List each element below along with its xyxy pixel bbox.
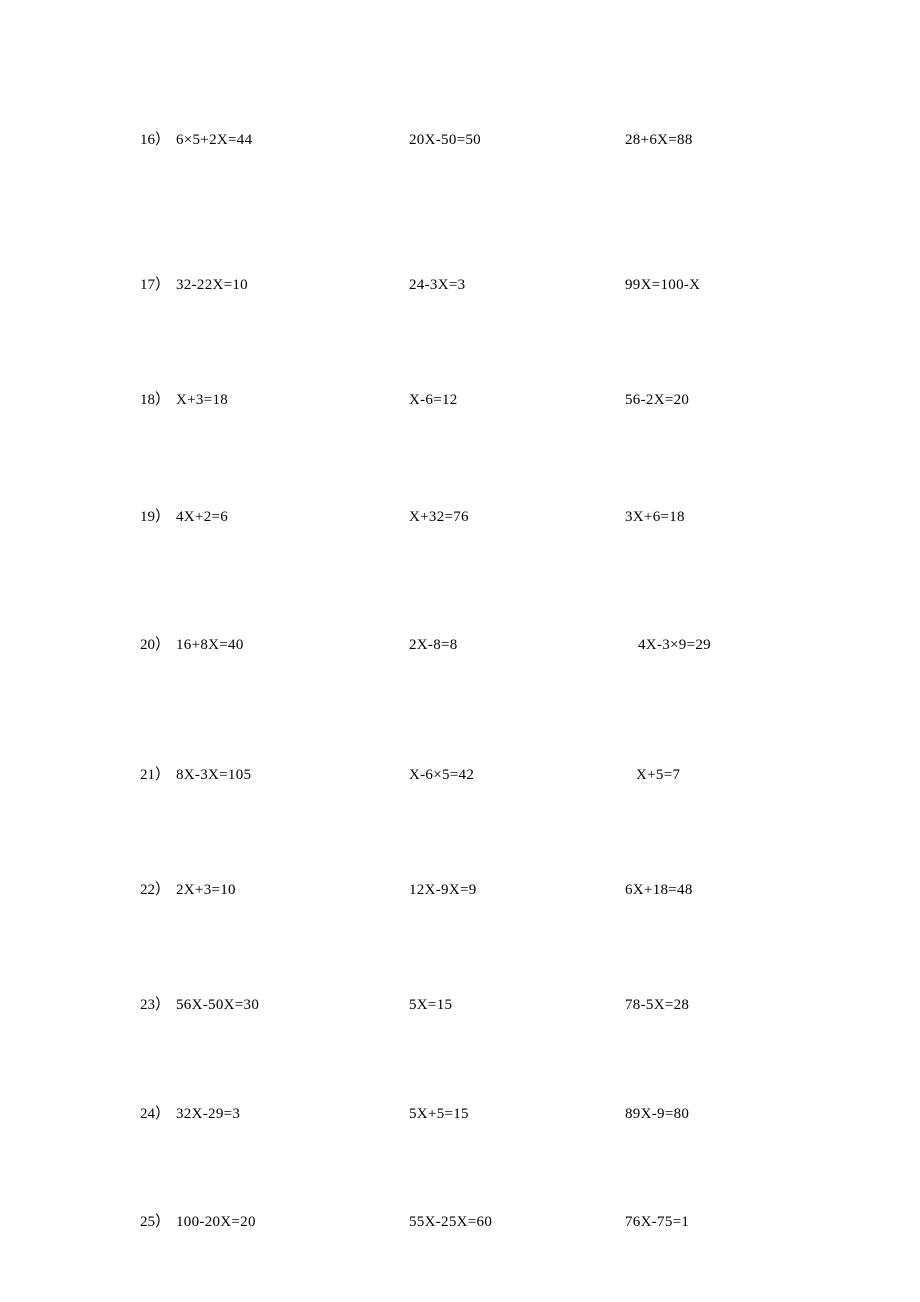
problem-row: 18） X+3=18 X-6=12 56-2X=20: [140, 388, 920, 505]
problem-number: 24）: [140, 1102, 176, 1123]
problem-number: 19）: [140, 505, 176, 526]
equation: 6X+18=48: [625, 882, 693, 899]
equation: X-6=12: [409, 392, 625, 409]
equation: X+5=7: [625, 767, 680, 784]
problem-row: 20） 16+8X=40 2X-8=8 4X-3×9=29: [140, 633, 920, 763]
problem-row: 16） 6×5+2X=44 20X-50=50 28+6X=88: [140, 128, 920, 273]
math-worksheet: 16） 6×5+2X=44 20X-50=50 28+6X=88 17） 32-…: [0, 0, 920, 1210]
equation: X+32=76: [409, 509, 625, 526]
equation: 8X-3X=105: [176, 767, 409, 784]
equation: 100-20X=20: [176, 1214, 409, 1231]
equation: 2X+3=10: [176, 882, 409, 899]
equation: 99X=100-X: [625, 277, 700, 294]
problem-number: 16）: [140, 128, 176, 149]
equation: 32X-29=3: [176, 1106, 409, 1123]
problem-row: 17） 32-22X=10 24-3X=3 99X=100-X: [140, 273, 920, 388]
equation: 16+8X=40: [176, 637, 409, 654]
problem-number: 20）: [140, 633, 176, 654]
equation: 5X=15: [409, 997, 625, 1014]
equation: 55X-25X=60: [409, 1214, 625, 1231]
equation: X-6×5=42: [409, 767, 625, 784]
equation: 56-2X=20: [625, 392, 689, 409]
equation: 5X+5=15: [409, 1106, 625, 1123]
problem-number: 21）: [140, 763, 176, 784]
equation: 56X-50X=30: [176, 997, 409, 1014]
equation: 4X+2=6: [176, 509, 409, 526]
equation: 4X-3×9=29: [625, 637, 711, 654]
problem-number: 17）: [140, 273, 176, 294]
problem-row: 24） 32X-29=3 5X+5=15 89X-9=80: [140, 1102, 920, 1210]
equation: 2X-8=8: [409, 637, 625, 654]
problem-number: 23）: [140, 993, 176, 1014]
equation: 89X-9=80: [625, 1106, 689, 1123]
equation: 3X+6=18: [625, 509, 685, 526]
problem-row: 19） 4X+2=6 X+32=76 3X+6=18: [140, 505, 920, 633]
problem-row: 22） 2X+3=10 12X-9X=9 6X+18=48: [140, 878, 920, 993]
equation: X+3=18: [176, 392, 409, 409]
equation: 24-3X=3: [409, 277, 625, 294]
equation: 6×5+2X=44: [176, 132, 409, 149]
problem-number: 18）: [140, 388, 176, 409]
equation: 32-22X=10: [176, 277, 409, 294]
problem-number: 25）: [140, 1210, 176, 1231]
problem-row: 23） 56X-50X=30 5X=15 78-5X=28: [140, 993, 920, 1102]
equation: 28+6X=88: [625, 132, 693, 149]
equation: 12X-9X=9: [409, 882, 625, 899]
problem-row: 21） 8X-3X=105 X-6×5=42 X+5=7: [140, 763, 920, 878]
equation: 78-5X=28: [625, 997, 689, 1014]
problem-number: 22）: [140, 878, 176, 899]
equation: 20X-50=50: [409, 132, 625, 149]
equation: 76X-75=1: [625, 1214, 689, 1231]
